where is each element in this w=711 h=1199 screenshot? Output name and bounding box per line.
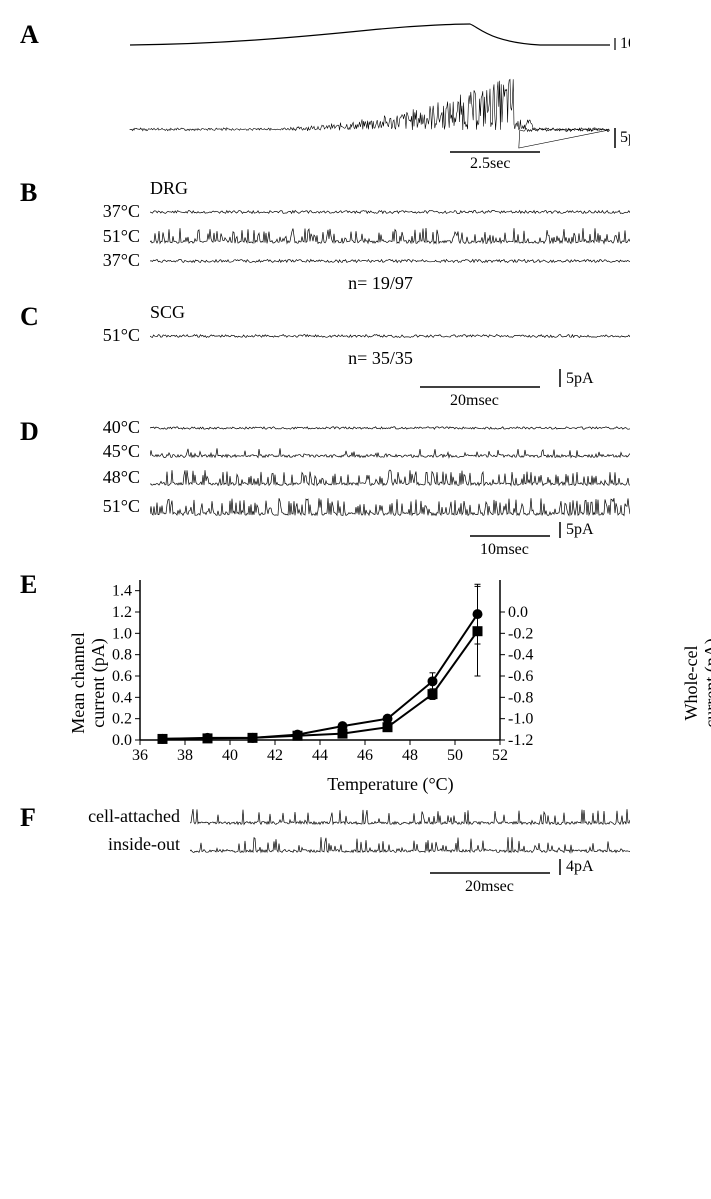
panel-f-scales: 20msec 4pA <box>70 859 630 899</box>
panel-d-row-2-label: 48°C <box>70 467 150 488</box>
svg-text:0.8: 0.8 <box>112 647 132 664</box>
svg-text:38: 38 <box>177 747 193 764</box>
svg-text:0.0: 0.0 <box>508 604 528 621</box>
panel-b-content: DRG 37°C 51°C 37°C n= 19/97 <box>70 178 691 294</box>
panel-c-title: SCG <box>150 302 691 323</box>
panel-e: E Mean channelcurrent (pA) Whole-celcurr… <box>20 570 691 795</box>
svg-text:-1.0: -1.0 <box>508 711 533 728</box>
temp-scale-text: 10°C <box>620 35 630 52</box>
panel-e-label: E <box>20 570 37 600</box>
panel-b-row-1: 51°C <box>70 224 691 248</box>
svg-text:36: 36 <box>132 747 148 764</box>
svg-text:46: 46 <box>357 747 373 764</box>
panel-b-row-2: 37°C <box>70 250 691 271</box>
svg-text:0.0: 0.0 <box>112 732 132 749</box>
panel-d-row-3: 51°C <box>70 492 691 520</box>
panel-b-label: B <box>20 178 37 208</box>
svg-text:-0.4: -0.4 <box>508 647 533 664</box>
temp-trace <box>130 24 610 45</box>
panel-d: D 40°C 45°C 48°C 51°C 10msec 5pA <box>20 417 691 562</box>
d-current-text: 5pA <box>566 522 594 538</box>
panel-b-trace-1 <box>150 224 630 248</box>
panel-d-row-2: 48°C <box>70 464 691 490</box>
f-current-text: 4pA <box>566 859 594 875</box>
panel-e-chart: 36 38 40 42 44 46 48 50 52 0.0 0.2 0.4 0.6 0.8 1.0 1.2 1… <box>90 570 550 770</box>
svg-text:52: 52 <box>492 747 508 764</box>
panel-b-title: DRG <box>150 178 691 199</box>
f-time-text: 20msec <box>465 878 514 895</box>
svg-text:-0.2: -0.2 <box>508 625 533 642</box>
panel-a-traces: 10°C 2.5sec 5pA <box>70 20 630 170</box>
panel-f-row-1: inside-out <box>70 831 691 857</box>
c-current-text: 5pA <box>566 370 594 387</box>
panel-b-row-2-label: 37°C <box>70 250 150 271</box>
svg-text:-1.2: -1.2 <box>508 732 533 749</box>
panel-b-row-0-label: 37°C <box>70 201 150 222</box>
y-right-label: Whole-celcurrent (nA) <box>681 638 711 727</box>
panel-c-label: C <box>20 302 39 332</box>
panel-f: F cell-attached inside-out 20msec 4pA <box>20 803 691 899</box>
svg-text:1.0: 1.0 <box>112 625 132 642</box>
panel-a-label: A <box>20 20 39 50</box>
panel-b-row-1-label: 51°C <box>70 226 150 247</box>
x-label: Temperature (°C) <box>90 774 691 795</box>
panel-c-trace-0 <box>150 327 630 345</box>
panel-f-content: cell-attached inside-out 20msec 4pA <box>70 803 691 899</box>
svg-text:0.2: 0.2 <box>112 711 132 728</box>
panel-a: A 10°C 2.5sec 5pA <box>20 20 691 170</box>
c-time-text: 20msec <box>450 392 499 409</box>
panel-d-row-3-label: 51°C <box>70 496 150 517</box>
svg-text:1.2: 1.2 <box>112 604 132 621</box>
panel-d-row-0: 40°C <box>70 417 691 438</box>
svg-text:0.6: 0.6 <box>112 668 132 685</box>
panel-d-row-0-label: 40°C <box>70 417 150 438</box>
panel-c-n: n= 35/35 <box>70 348 691 369</box>
panel-f-row-0-label: cell-attached <box>70 806 190 827</box>
svg-text:0.4: 0.4 <box>112 689 132 706</box>
panel-d-trace-0 <box>150 419 630 437</box>
panel-e-content: Mean channelcurrent (pA) Whole-celcurren… <box>90 570 691 795</box>
svg-text:42: 42 <box>267 747 283 764</box>
panel-c-scales: 20msec 5pA <box>70 369 630 409</box>
svg-text:48: 48 <box>402 747 418 764</box>
panel-d-content: 40°C 45°C 48°C 51°C 10msec 5pA <box>70 417 691 562</box>
panel-f-trace-1 <box>190 831 630 857</box>
d-time-text: 10msec <box>480 541 529 558</box>
panel-d-trace-3 <box>150 492 630 520</box>
panel-f-label: F <box>20 803 36 833</box>
panel-d-trace-1 <box>150 440 630 462</box>
panel-d-label: D <box>20 417 39 447</box>
panel-b-row-0: 37°C <box>70 201 691 222</box>
panel-c-row-0: 51°C <box>70 325 691 346</box>
panel-c-content: SCG 51°C n= 35/35 20msec 5pA <box>70 302 691 409</box>
current-trace <box>130 79 610 148</box>
panel-c: C SCG 51°C n= 35/35 20msec 5pA <box>20 302 691 409</box>
panel-d-row-1-label: 45°C <box>70 441 150 462</box>
panel-b: B DRG 37°C 51°C 37°C n= 19/97 <box>20 178 691 294</box>
panel-f-row-0: cell-attached <box>70 803 691 829</box>
svg-text:40: 40 <box>222 747 238 764</box>
svg-text:44: 44 <box>312 747 328 764</box>
panel-c-row-0-label: 51°C <box>70 325 150 346</box>
panel-d-row-1: 45°C <box>70 440 691 462</box>
svg-text:-0.6: -0.6 <box>508 668 533 685</box>
svg-text:50: 50 <box>447 747 463 764</box>
panel-b-trace-0 <box>150 203 630 221</box>
panel-b-n: n= 19/97 <box>70 273 691 294</box>
y-left-label: Mean channelcurrent (pA) <box>69 632 109 733</box>
panel-a-content: 10°C 2.5sec 5pA <box>70 20 691 170</box>
svg-text:1.4: 1.4 <box>112 583 132 600</box>
panel-d-scales: 10msec 5pA <box>70 522 630 562</box>
panel-f-trace-0 <box>190 803 630 829</box>
panel-f-row-1-label: inside-out <box>70 834 190 855</box>
panel-d-trace-2 <box>150 464 630 490</box>
current-scale-text: 5pA <box>620 129 630 146</box>
svg-text:-0.8: -0.8 <box>508 689 533 706</box>
panel-b-trace-2 <box>150 252 630 270</box>
time-scale-text: 2.5sec <box>470 155 510 170</box>
